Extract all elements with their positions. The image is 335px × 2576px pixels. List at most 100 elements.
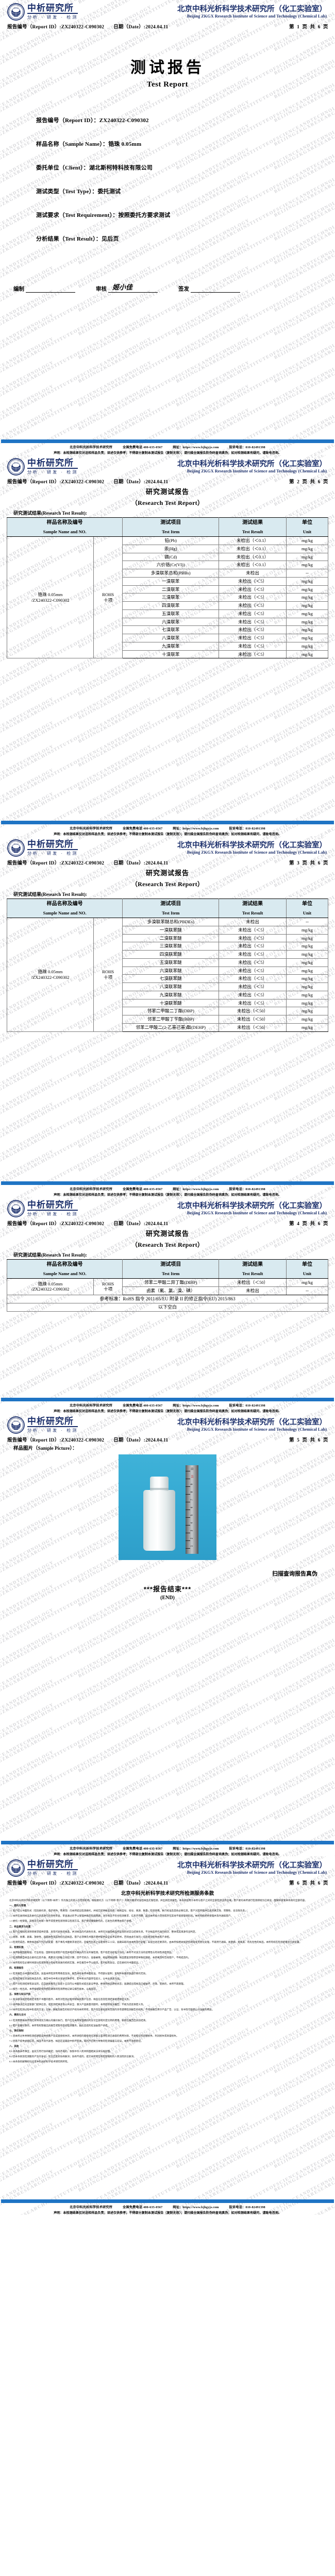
- test-unit-cell: mg/kg: [286, 536, 329, 545]
- reviewed-signature-line: 姬小佳: [108, 283, 158, 293]
- ruler-number: 3: [190, 1530, 194, 1532]
- footer-website[interactable]: 网址：https://www.bjhgyjs.com: [173, 446, 219, 449]
- page-meta-line: 报告编号（Report ID）:ZX240322-C090302 日期（Date…: [0, 858, 335, 866]
- brand-tagline: 分析 · 研发 · 检测: [27, 1212, 78, 1217]
- logo-block: 中析研究所 分析 · 研发 · 检测: [7, 1859, 78, 1877]
- test-unit-cell: mg/kg: [286, 974, 329, 984]
- institute-seal-icon: [7, 3, 25, 21]
- test-unit-cell: mg/kg: [286, 950, 329, 959]
- cover-fields: 报告编号（Report ID）：ZX240322-C090302 样品名称（Sa…: [36, 116, 335, 258]
- terms-paragraph: 5.2 本所依法应向监管部门提供信息，或检测结果涉及公共安全、重大产品质量问题时…: [9, 2003, 146, 2006]
- footer-website[interactable]: 网址：https://www.bjhgyjs.com: [173, 827, 219, 831]
- brand-name: 中析研究所: [27, 1416, 78, 1428]
- institute-name-en: Beijing ZKGX Research Institute of Scien…: [187, 850, 327, 855]
- institute-block: 北京中科光析科学技术研究所（化工实验室） Beijing ZKGX Resear…: [82, 460, 328, 474]
- footer-complaint: 投诉电话：010-82491398: [229, 1404, 265, 1408]
- test-group-cell: ROHS 十项: [93, 918, 123, 1032]
- footer-statement: 声明：本检测结果仅对送检样品负责；译述仅供参考；不得部分复制本测试报告（复制无效…: [54, 1194, 281, 1197]
- institute-block: 北京中科光析科学技术研究所（化工实验室） Beijing ZKGX Resear…: [82, 1202, 328, 1216]
- page-meta-line: 报告编号（Report ID）:ZX240322-C090302 日期（Date…: [0, 1218, 335, 1227]
- test-unit-cell: mg/kg: [286, 544, 329, 553]
- table-header-row: 样品名称及编号 Sample Name and NO. 测试项目 Test It…: [6, 1259, 329, 1279]
- footer-bar: [1, 1841, 334, 1844]
- report-header: 中析研究所 分析 · 研发 · 检测 北京中科光析科学技术研究所（化工实验室） …: [0, 836, 335, 858]
- footer-hotline: 全国免费电话 400-635-0567: [122, 1188, 163, 1191]
- terms-paragraph: 八、其他: [9, 2045, 19, 2048]
- test-result-cell: 未检出（＜0.1）: [219, 544, 287, 553]
- table-row: 一溴联苯 未检出（＜5） mg/kg: [7, 577, 329, 586]
- footer-bar: [1, 2199, 334, 2203]
- sample-photo-container: 1 2 3 4 5 6 7 8 9 10 11: [0, 1454, 335, 1560]
- table-row: 邻苯二甲酸二(2-乙基己基)酯(DEHP) 未检出（＜50） mg/kg: [7, 1023, 329, 1032]
- test-result-cell: 未检出（＜5）: [219, 625, 287, 635]
- col-sample: 样品名称及编号 Sample Name and NO.: [6, 1259, 123, 1279]
- institute-name-zh: 北京中科光析科学技术研究所（化工实验室）: [177, 1861, 327, 1870]
- field-test-result: 分析结果（Test Result）：见后页: [36, 236, 119, 242]
- ruler-number: 9: [190, 1483, 194, 1485]
- page-footer: 北京中科光析科学技术研究所 全国免费电话 400-635-0567 网址：htt…: [0, 2199, 335, 2215]
- test-item-cell: 多溴联苯总和(PBBs): [122, 569, 220, 578]
- test-item-cell: 六溴联苯醚: [122, 966, 220, 975]
- institute-seal-icon: [7, 1416, 25, 1434]
- footer-website[interactable]: 网址：https://www.bjhgyjs.com: [173, 1404, 219, 1408]
- results-body: 锆珠 0.05mm/ZX240322-C090302 ROHS 十项 多溴联苯醚总和(…: [6, 918, 329, 1032]
- test-item-cell: 卤素（氟、氯、溴、碘）: [122, 1286, 220, 1295]
- test-item-cell: 镉(Cd): [122, 552, 220, 562]
- test-item-cell: 邻苯二甲酸丁苄酯(BBP): [122, 1015, 220, 1024]
- terms-paragraph: 2.3 检测完成后，剩余样品按下列方式处置：客户事先书面要求退还的，自报告出具之…: [9, 1940, 302, 1943]
- table-row: 八溴联苯 未检出（＜5） mg/kg: [7, 634, 329, 642]
- test-result-cell: 未检出（＜50）: [219, 1023, 287, 1032]
- logo-block: 中析研究所 分析 · 研发 · 检测: [7, 839, 78, 857]
- table-row: 五溴联苯 未检出（＜5） mg/kg: [7, 609, 329, 618]
- test-unit-cell: mg/kg: [286, 982, 329, 991]
- section-title-zh: 研究测试报告: [145, 869, 189, 877]
- section-title-zh: 研究测试报告: [145, 488, 189, 496]
- footer-statement: 声明：本检测结果仅对送检样品负责；译述仅供参考；不得部分复制本测试报告（复制无效…: [54, 2212, 281, 2215]
- test-unit-cell: mg/kg: [286, 942, 329, 951]
- page-5-sample-picture: BEIJINGZKGXRESEARCHINSTITUTEOFSCIENCEAND…: [0, 1413, 335, 1856]
- test-item-cell: 一溴联苯: [122, 577, 220, 586]
- terms-paragraph: 5.3 本所在检测过程中形成的方法、记录、数据及报告的知识产权归本所所有。客户仅…: [9, 2008, 214, 2011]
- test-item-cell: 八溴联苯: [122, 634, 220, 642]
- table-row: 十溴联苯醚 未检出（＜5） mg/kg: [7, 998, 329, 1008]
- terms-paragraph: 4.4 报告一经出具，本所按规定保存相应期限的检测原始记录与报告副本，以备查验。: [9, 1987, 98, 1990]
- test-unit-cell: mg/kg: [286, 617, 329, 626]
- test-result-cell: 未检出（＜5）: [219, 974, 287, 984]
- terms-paragraph: 2.2 易燃、易爆、剧毒、放射性、强腐蚀性及其他危险品样品，客户必须事先书面声明…: [9, 1935, 172, 1938]
- footer-contact: 北京中科光析科学技术研究所 全国免费电话 400-635-0567 网址：htt…: [0, 2205, 335, 2209]
- sample-photo: 1 2 3 4 5 6 7 8 9 10 11: [119, 1454, 216, 1560]
- page-number: 第 4 页 共 6 页: [289, 1222, 329, 1227]
- footer-website[interactable]: 网址：https://www.bjhgyjs.com: [173, 2206, 219, 2209]
- test-result-cell: 未检出（＜5）: [219, 942, 287, 951]
- institute-name-zh: 北京中科光析科学技术研究所（化工实验室）: [177, 1418, 327, 1427]
- test-result-cell: 未检出（＜5）: [219, 609, 287, 618]
- brand-tagline: 分析 · 研发 · 检测: [27, 470, 78, 475]
- logo-block: 中析研究所 分析 · 研发 · 检测: [7, 458, 78, 476]
- terms-paragraph: 6.1 检测费用按本所现行价目或双方确认的报价执行。客户应在本所受理委托时支付全…: [9, 2019, 148, 2022]
- reviewed-by: 审核 姬小佳: [96, 283, 158, 293]
- col-unit: 单位 Unit: [286, 517, 329, 537]
- test-unit-cell: mg/kg: [286, 609, 329, 618]
- report-header: 中析研究所 分析 · 研发 · 检测 北京中科光析科学技术研究所（化工实验室） …: [0, 0, 335, 22]
- results-body: 锆珠 0.05mm/ZX240322-C090302 ROHS 十项 邻苯二甲酸二异丁…: [6, 1278, 329, 1312]
- test-item-cell: 五溴联苯: [122, 609, 220, 618]
- terms-paragraph: 1.1 客户应以书面形式（包括委托单、电子邮件、传真等）向本所提出检测委托，并如…: [9, 1909, 247, 1912]
- test-result-cell: 未检出（＜5）: [219, 966, 287, 975]
- footer-complaint: 投诉电话：010-82491398: [229, 446, 265, 449]
- footer-website[interactable]: 网址：https://www.bjhgyjs.com: [173, 1847, 219, 1851]
- footer-hotline: 全国免费电话 400-635-0567: [122, 1404, 163, 1408]
- test-result-cell: 未检出（＜5）: [219, 577, 287, 586]
- terms-body: 北京中科光析科学技术研究所（以下简称“本所”）作为独立的第三方检测机构，根据委托…: [0, 1899, 335, 2065]
- page-number: 第 2 页 共 6 页: [289, 480, 329, 485]
- test-item-cell: 六价铬(Cr(VI)): [122, 561, 220, 570]
- institute-name-en: Beijing ZKGX Research Institute of Scien…: [187, 1427, 327, 1432]
- brand-tagline: 分析 · 研发 · 检测: [27, 1428, 78, 1433]
- footer-website[interactable]: 网址：https://www.bjhgyjs.com: [173, 1188, 219, 1191]
- test-unit-cell: mg/kg: [286, 634, 329, 642]
- footer-org: 北京中科光析科学技术研究所: [70, 2206, 113, 2209]
- terms-paragraph: 3.2 检测周期自样品与委托信息齐备、费用支付到账之日起计算，因不可抗力、设备故…: [9, 1956, 191, 1959]
- ruler-number: 4: [190, 1522, 194, 1524]
- report-id-meta: 报告编号（Report ID）:ZX240322-C090302: [7, 1881, 105, 1886]
- reviewed-label: 审核: [96, 286, 107, 292]
- test-unit-cell: mg/kg: [286, 585, 329, 594]
